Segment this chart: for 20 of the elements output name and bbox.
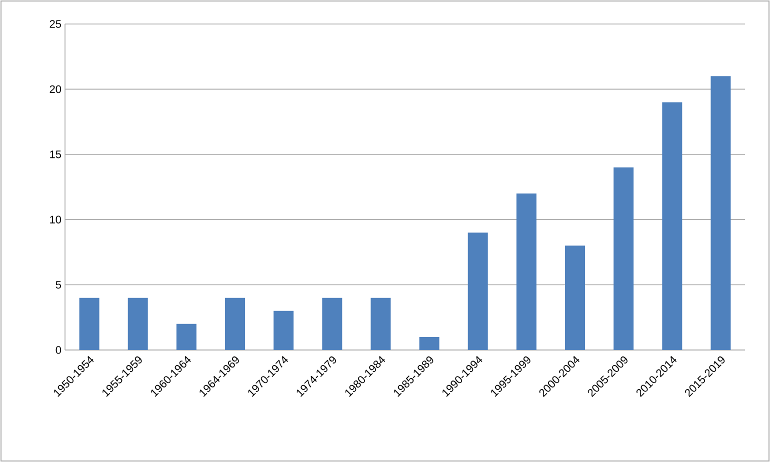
bar	[710, 76, 731, 350]
bar	[662, 102, 682, 350]
bar	[516, 194, 536, 350]
bar	[565, 246, 586, 350]
y-tick-label: 20	[50, 85, 62, 94]
bar	[274, 310, 294, 350]
bar	[370, 298, 391, 350]
bar	[468, 232, 488, 350]
y-tick-label: 10	[50, 216, 62, 224]
bar	[176, 324, 196, 350]
y-tick-label: 0	[56, 346, 62, 354]
y-tick-label: 25	[50, 20, 62, 28]
bar	[128, 298, 148, 350]
bar	[225, 298, 246, 350]
y-tick-label: 5	[56, 280, 62, 289]
bar	[322, 298, 342, 350]
bar	[419, 336, 440, 350]
bar	[614, 167, 634, 350]
bar	[79, 298, 100, 350]
y-tick-label: 15	[50, 150, 62, 158]
